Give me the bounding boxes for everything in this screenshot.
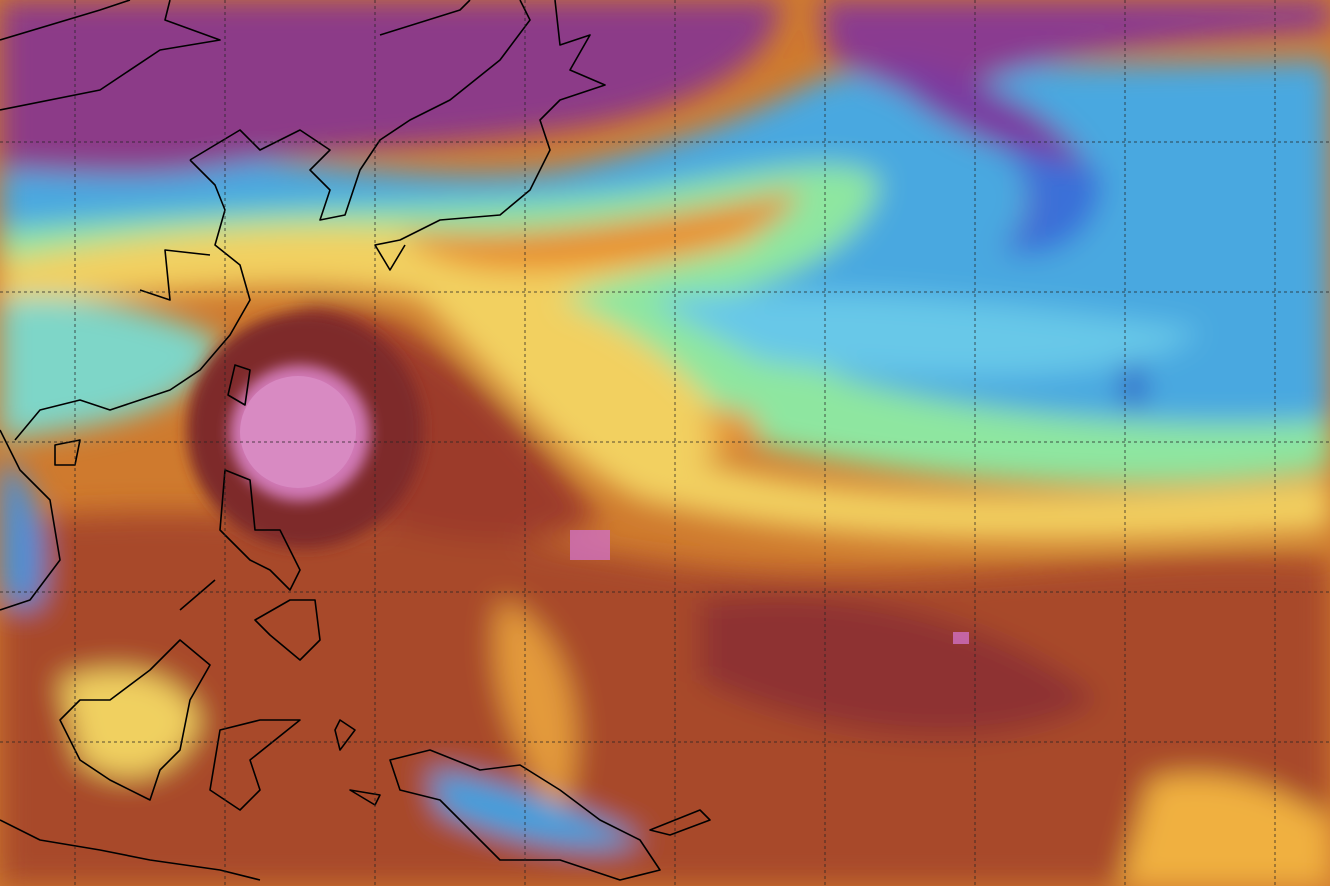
typhoon [187,312,423,548]
coastlines [0,0,711,881]
convective-spots [570,530,969,644]
